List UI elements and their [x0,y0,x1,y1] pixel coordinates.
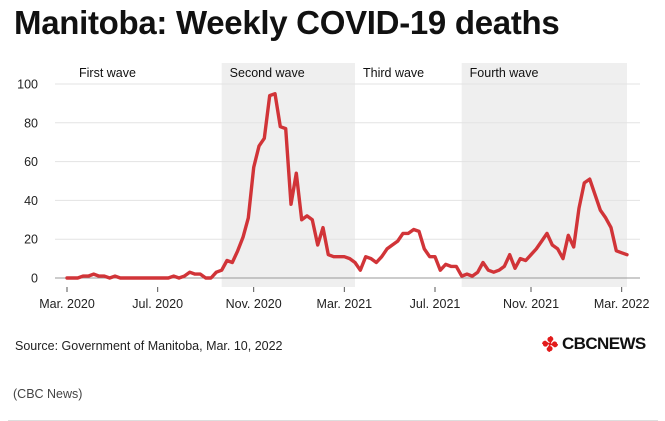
chart-title: Manitoba: Weekly COVID-19 deaths [14,4,560,41]
wave-bands [221,63,627,287]
y-tick-label-40: 40 [24,194,38,208]
x-tick-label-7: Mar. 2022 [594,297,650,311]
y-tick-label-20: 20 [24,233,38,247]
x-tick-label-4: Mar. 2021 [317,297,373,311]
cbc-news-logo: CBCNEWS [541,334,646,354]
x-axis: Mar. 2020 Jul. 2020 Nov. 2020 Mar. 2021 Jul.… [39,287,650,311]
series-layer [65,91,629,280]
x-tick-label-1: Mar. 2020 [39,297,95,311]
series-line-1 [65,91,629,280]
cbc-news-wordmark: CBCNEWS [562,334,646,353]
x-tick-label-6: Nov. 2021 [503,297,559,311]
image-caption: (CBC News) [13,387,83,401]
wave-labels: First wave Second wave Third wave Fourth wa… [79,66,538,80]
y-tick-label-0: 0 [31,272,38,286]
cbc-gem-icon [542,336,558,352]
wave-band-4 [461,63,627,287]
source-note: Source: Government of Manitoba, Mar. 10,… [15,339,283,353]
wave-label-2: Second wave [230,66,305,80]
wave-label-4: Fourth wave [470,66,539,80]
y-axis: 0 20 40 60 80 100 [17,78,38,286]
x-tick-label-3: Nov. 2020 [226,297,282,311]
wave-label-1: First wave [79,66,136,80]
wave-label-3: Third wave [363,66,424,80]
y-tick-label-100: 100 [17,78,38,92]
x-tick-label-5: Jul. 2021 [410,297,461,311]
y-tick-label-80: 80 [24,116,38,130]
y-tick-label-60: 60 [24,155,38,169]
chart-area: First wave Second wave Third wave Fourth wa… [17,63,650,311]
x-tick-label-2: Jul. 2020 [132,297,183,311]
